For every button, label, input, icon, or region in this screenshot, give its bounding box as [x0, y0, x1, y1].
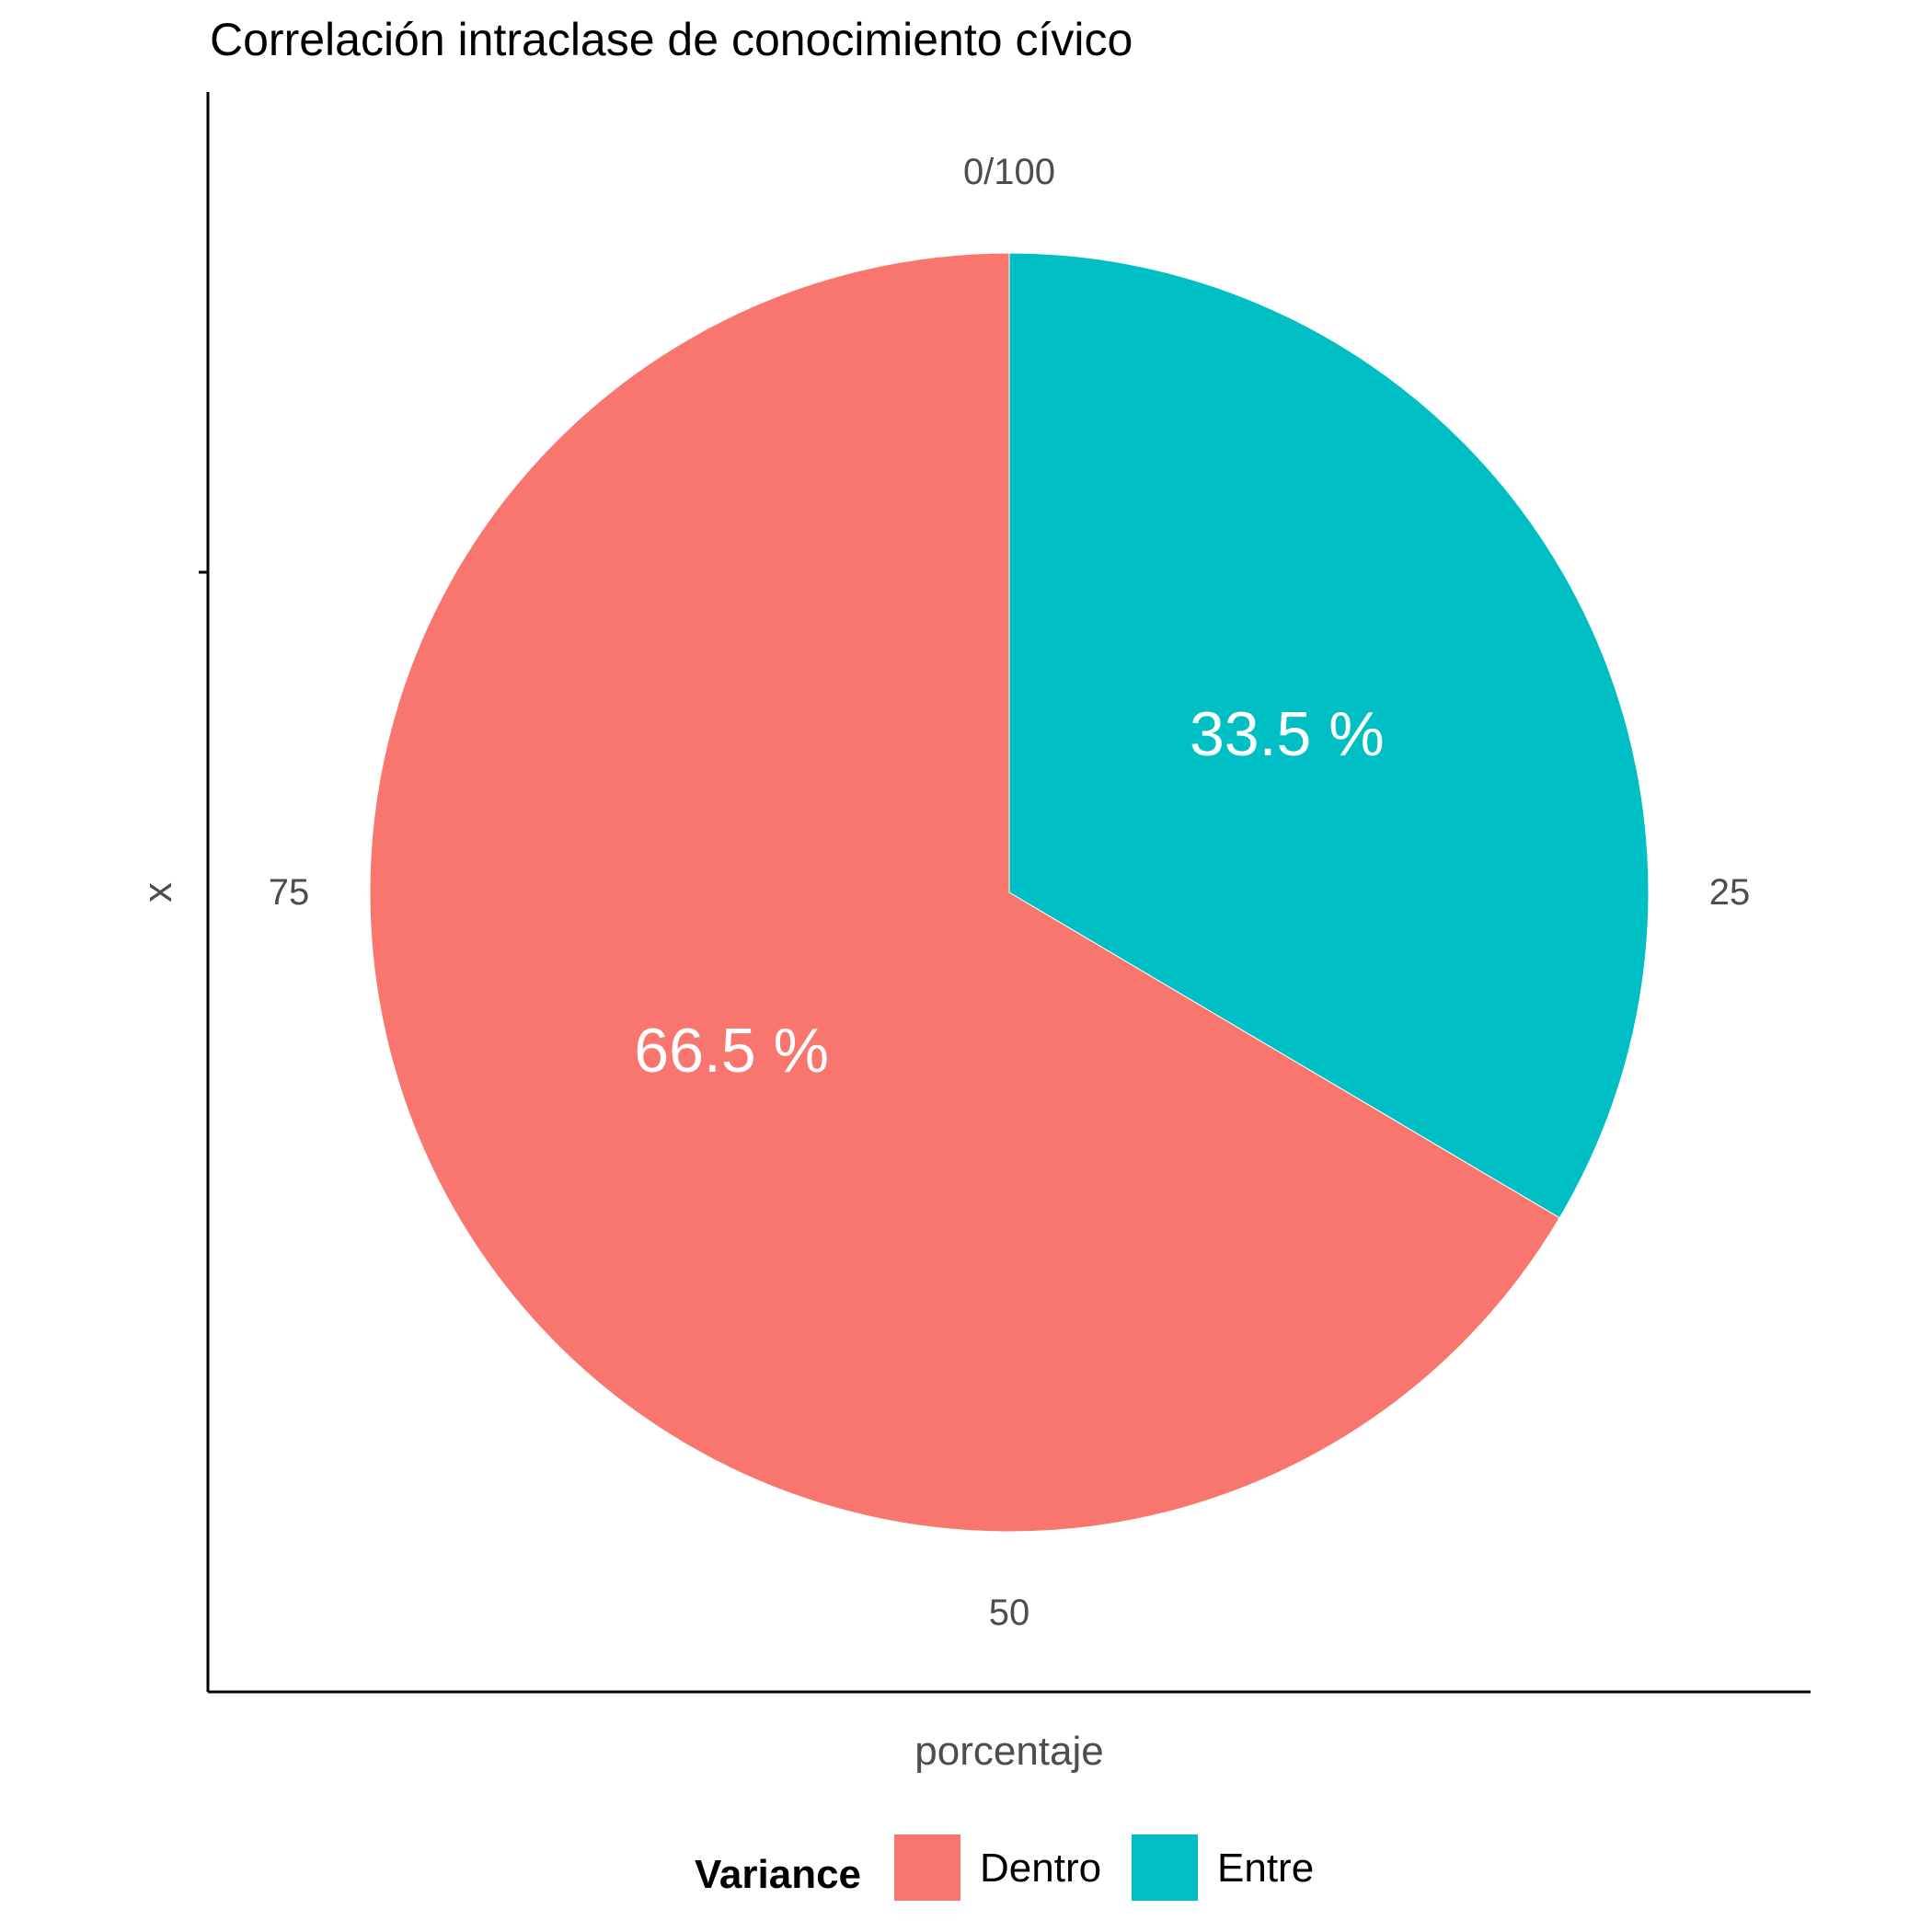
angle-tick-label: 75 — [269, 872, 310, 913]
x-axis-title: porcentaje — [914, 1729, 1103, 1774]
legend-swatch-entre — [1132, 1834, 1198, 1901]
legend-swatch-dentro — [894, 1834, 960, 1901]
pie-slice-entre — [1008, 252, 1650, 1219]
pie-slice-dentro — [369, 252, 1560, 1533]
chart-title: Correlación intraclase de conocimiento c… — [210, 14, 1133, 65]
pie-slice-labels: 33.5 % 66.5 % — [634, 699, 1384, 1086]
angle-tick-label: 25 — [1709, 872, 1751, 913]
legend-label-entre: Entre — [1217, 1846, 1314, 1891]
angle-tick-label: 0/100 — [963, 152, 1055, 192]
angle-tick-label: 50 — [989, 1593, 1030, 1633]
slice-label-dentro: 66.5 % — [634, 1016, 829, 1086]
pie-slices — [369, 252, 1650, 1533]
slice-label-entre: 33.5 % — [1190, 699, 1385, 769]
y-axis-title: x — [135, 882, 180, 903]
angle-tick-labels: 0/100 25 50 75 — [269, 152, 1751, 1633]
legend: Variance Dentro Entre — [695, 1834, 1314, 1901]
legend-label-dentro: Dentro — [980, 1846, 1101, 1891]
legend-title: Variance — [695, 1852, 861, 1897]
